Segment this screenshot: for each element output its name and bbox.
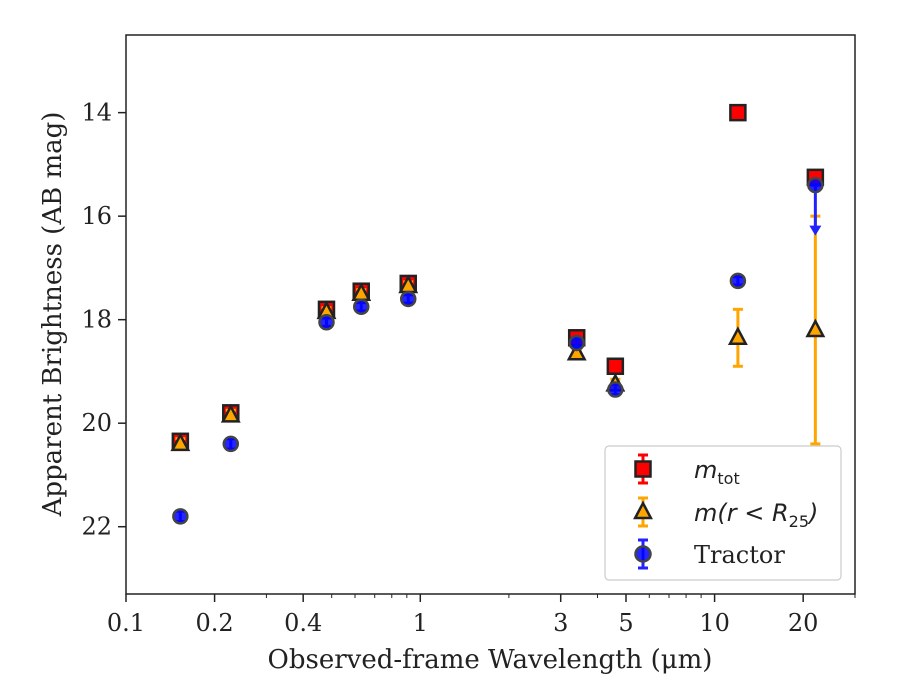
- x-axis-label: Observed-frame Wavelength (μm): [268, 645, 713, 675]
- tractor-point-group: [568, 334, 585, 352]
- tractor-upperlimit-arrow: [809, 225, 822, 236]
- mtot-marker: [606, 357, 625, 376]
- mr25-marker: [220, 403, 241, 423]
- tractor-marker: [352, 298, 370, 315]
- mr25-point-group: [220, 403, 241, 423]
- mr25-point-group: [805, 214, 826, 446]
- tractor-marker: [807, 176, 824, 194]
- mr25-marker: [566, 341, 587, 361]
- x-tick-label: 1: [413, 609, 428, 637]
- mtot-marker: [729, 103, 747, 122]
- y-tick-label: 20: [81, 409, 112, 437]
- mr25-point-group: [727, 307, 748, 368]
- mr25-marker: [805, 318, 826, 338]
- legend-mr25-marker: [633, 500, 653, 520]
- y-tick-label: 18: [81, 306, 112, 334]
- tractor-point-group: [807, 176, 824, 236]
- x-tick-label: 3: [553, 609, 568, 637]
- y-tick-label: 14: [81, 99, 112, 127]
- legend: mtot m(r < R25) Tractor: [604, 445, 842, 581]
- tractor-point-group: [399, 290, 417, 308]
- y-axis-label: Apparent Brightness (AB mag): [38, 112, 68, 518]
- legend-mtot-marker: [634, 460, 652, 478]
- mr25-marker: [727, 326, 748, 346]
- tractor-point-group: [222, 435, 240, 453]
- legend-tractor-label: Tractor: [694, 541, 785, 569]
- x-tick-label: 0.1: [107, 609, 145, 637]
- mtot-point-group: [729, 103, 747, 122]
- tractor-marker: [318, 314, 335, 331]
- x-tick-label: 0.4: [284, 609, 322, 637]
- tractor-marker: [222, 435, 240, 453]
- x-tick-label: 5: [618, 609, 633, 637]
- tractor-marker: [172, 508, 189, 525]
- x-tick-label: 0.2: [196, 609, 234, 637]
- mr25-point-group: [170, 432, 191, 452]
- tractor-point-group: [729, 272, 747, 290]
- legend-mtot-label: mtot: [694, 456, 740, 488]
- mr25-marker: [170, 432, 191, 452]
- tractor-marker: [607, 381, 624, 398]
- tractor-point-group: [172, 508, 189, 525]
- tractor-point-group: [607, 381, 624, 398]
- tractor-marker: [399, 290, 417, 308]
- y-axis-ticks: 14 16 18 20 22: [81, 99, 126, 541]
- tractor-marker: [568, 334, 585, 352]
- legend-mr25-label: m(r < R25): [694, 499, 818, 531]
- x-tick-label: 20: [788, 609, 819, 637]
- x-axis-ticks: 0.1 0.2 0.4 1 3 5 10 20: [107, 594, 856, 637]
- tractor-marker: [729, 272, 747, 290]
- tractor-point-group: [352, 298, 370, 315]
- data-points: [170, 103, 826, 525]
- y-tick-label: 16: [81, 202, 112, 230]
- y-tick-label: 22: [81, 513, 112, 541]
- mtot-point-group: [606, 357, 625, 376]
- x-tick-label: 10: [699, 609, 730, 637]
- legend-box: [604, 445, 842, 581]
- tractor-point-group: [318, 314, 335, 331]
- legend-tractor-marker: [634, 545, 652, 563]
